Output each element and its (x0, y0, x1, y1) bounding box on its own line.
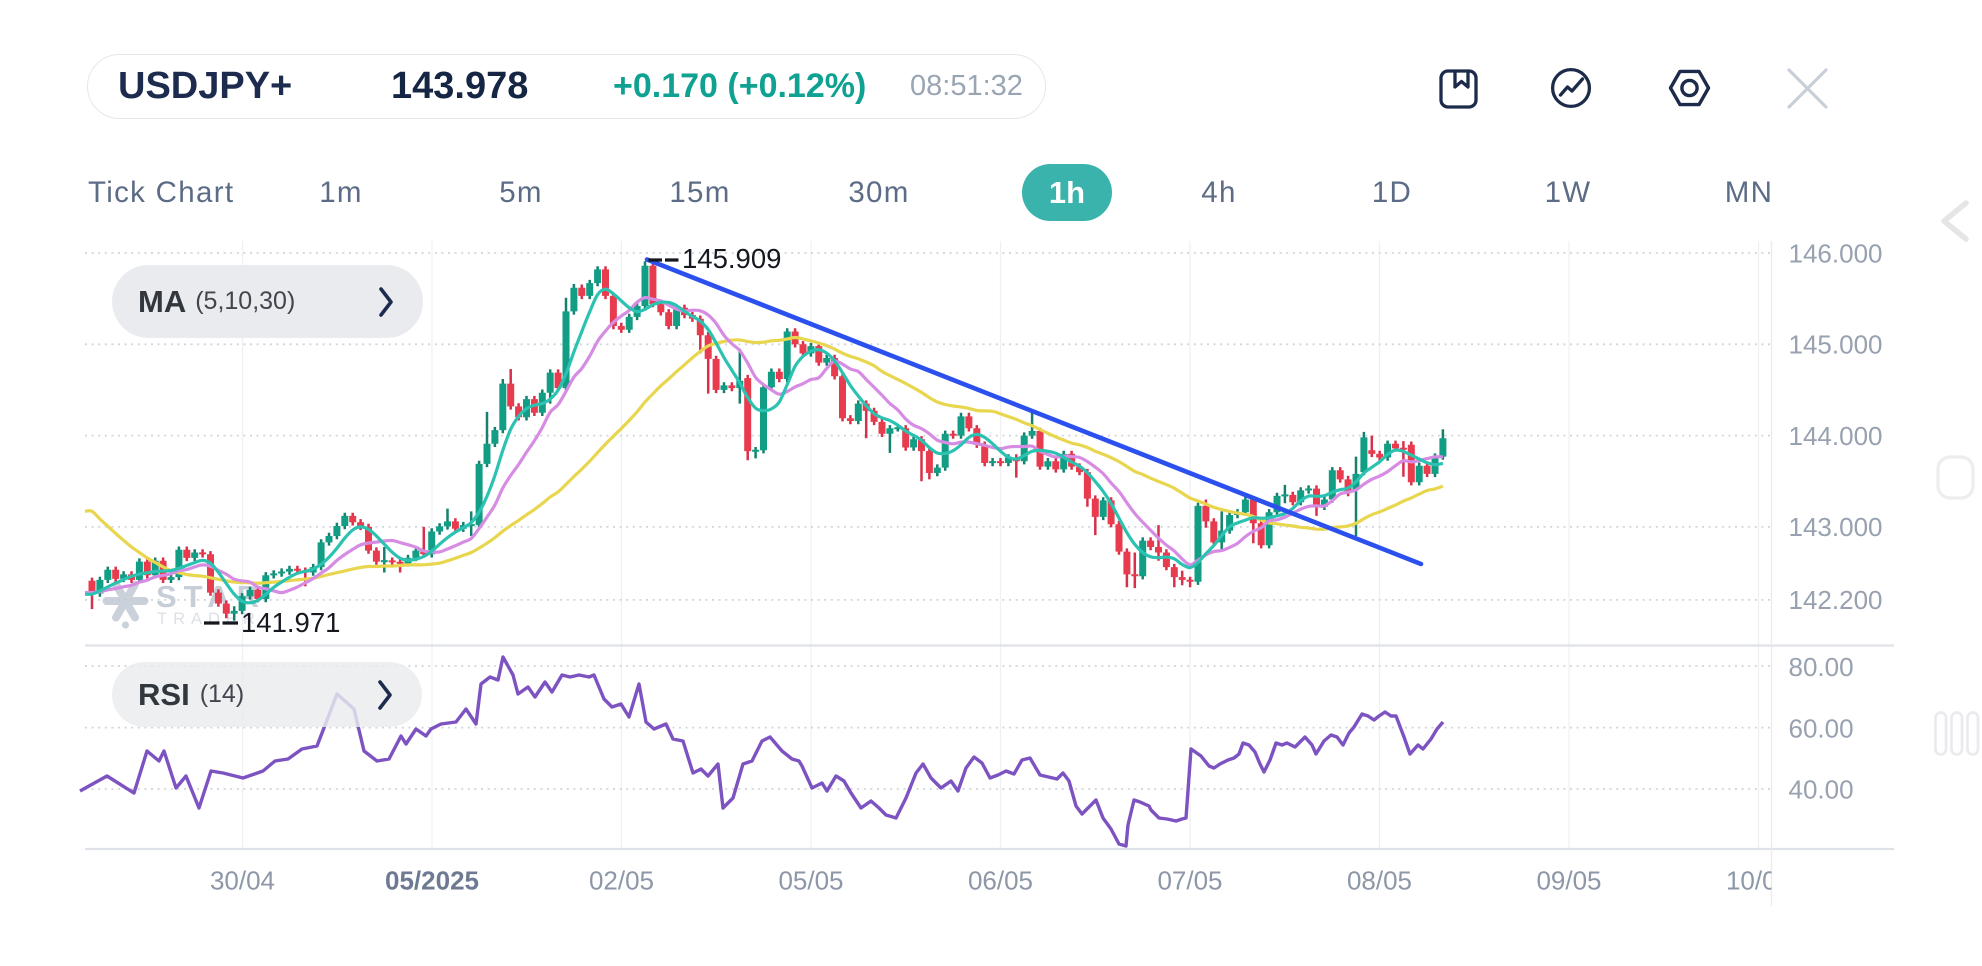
svg-text:06/05: 06/05 (968, 866, 1033, 896)
svg-text:145.000: 145.000 (1789, 330, 1883, 360)
svg-text:02/05: 02/05 (589, 866, 654, 896)
svg-text:05/05: 05/05 (778, 866, 843, 896)
svg-text:145.909: 145.909 (682, 243, 781, 274)
svg-text:05/2025: 05/2025 (385, 866, 479, 896)
svg-text:30/04: 30/04 (210, 866, 275, 896)
svg-text:40.00: 40.00 (1789, 774, 1854, 804)
svg-text:09/05: 09/05 (1536, 866, 1601, 896)
svg-text:146.000: 146.000 (1789, 238, 1883, 268)
svg-text:144.000: 144.000 (1789, 421, 1883, 451)
svg-text:10/05: 10/05 (1726, 866, 1791, 896)
svg-text:80.00: 80.00 (1789, 652, 1854, 682)
svg-text:60.00: 60.00 (1789, 713, 1854, 743)
svg-text:142.200: 142.200 (1789, 585, 1883, 615)
svg-text:08/05: 08/05 (1347, 866, 1412, 896)
svg-text:143.000: 143.000 (1789, 512, 1883, 542)
svg-text:07/05: 07/05 (1157, 866, 1222, 896)
svg-text:141.971: 141.971 (241, 607, 340, 638)
